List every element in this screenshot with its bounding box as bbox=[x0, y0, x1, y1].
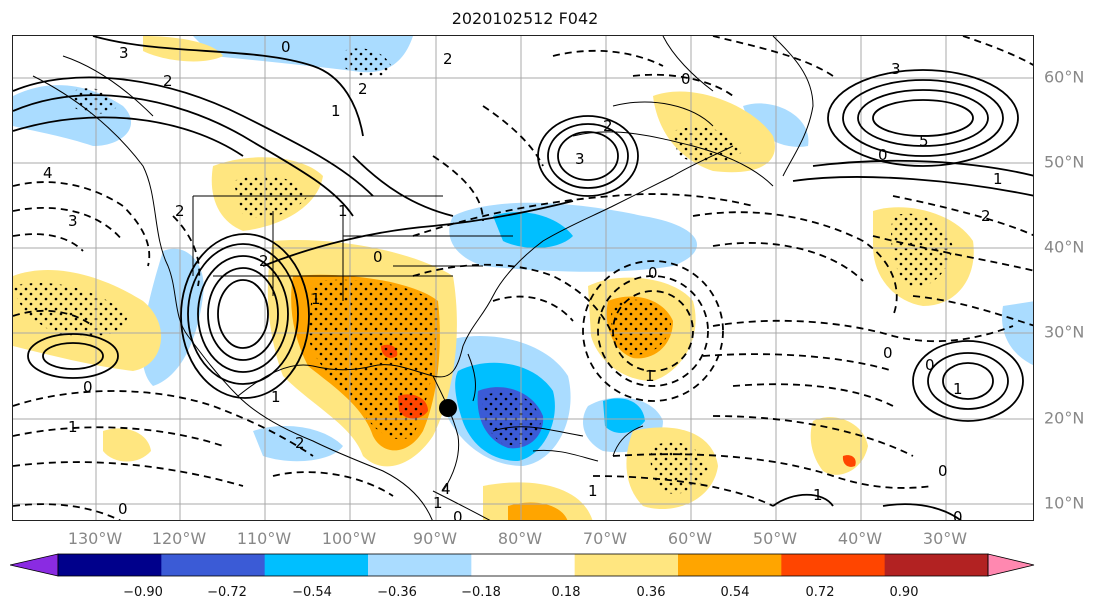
contour-label: 2 bbox=[981, 207, 991, 225]
contour-label: 1 bbox=[338, 202, 348, 220]
contour-label: 0 bbox=[878, 146, 888, 164]
contour-label: 0 bbox=[648, 264, 658, 282]
colorbar-cell bbox=[678, 554, 782, 576]
lat-label: 60°N bbox=[1044, 67, 1085, 87]
contour-label: 1 bbox=[271, 388, 281, 406]
contour-label: 0 bbox=[83, 378, 93, 396]
contour-label: 0 bbox=[925, 356, 935, 374]
anomaly-area-negative-moderate bbox=[493, 212, 573, 248]
lon-label: 100°W bbox=[321, 529, 377, 548]
anomaly-area-negative-weak bbox=[13, 85, 132, 146]
contour-label: 0 bbox=[281, 38, 291, 56]
significance-stippling bbox=[13, 48, 953, 494]
contour-label: 3 bbox=[68, 212, 78, 230]
coastlines-and-borders bbox=[32, 36, 814, 520]
colorbar-cells bbox=[10, 553, 1035, 577]
colorbar-cell bbox=[264, 554, 369, 576]
contour-label: 5 bbox=[919, 132, 929, 150]
contour-label: 1 bbox=[813, 486, 823, 504]
contour-label: 4 bbox=[43, 164, 53, 182]
colorbar-cell bbox=[574, 554, 679, 576]
lon-label: 50°W bbox=[752, 529, 798, 548]
contour-label: 0 bbox=[373, 248, 383, 266]
lon-label: 30°W bbox=[922, 529, 968, 548]
colorbar-extend-left bbox=[10, 553, 59, 577]
colorbar bbox=[10, 553, 1035, 577]
contour-label: 2 bbox=[603, 117, 613, 135]
anomaly-area-positive-weak bbox=[103, 428, 151, 462]
colorbar-tick-label: −0.90 bbox=[123, 585, 163, 600]
contour-label-layer: 3 2 0 2 1 2 0 3 2 3 5 0 1 2 4 3 2 1 2 1 … bbox=[43, 38, 1003, 521]
anomaly-area-negative-weak bbox=[253, 426, 343, 462]
lon-label: 60°W bbox=[667, 529, 713, 548]
colorbar-tick-label: −0.54 bbox=[292, 585, 332, 600]
colorbar-cell bbox=[161, 554, 266, 576]
contour-label: 0 bbox=[883, 344, 893, 362]
map-panel: 3 2 0 2 1 2 0 3 2 3 5 0 1 2 4 3 2 1 2 1 … bbox=[12, 35, 1034, 521]
lon-label: 120°W bbox=[151, 529, 207, 548]
contour-label: 0 bbox=[681, 70, 691, 88]
contour-label: 2 bbox=[175, 202, 185, 220]
contour-label: 1 bbox=[993, 170, 1003, 188]
contour-label: 4 bbox=[441, 480, 451, 498]
colorbar-tick-label: 0.90 bbox=[889, 585, 919, 600]
colorbar-cell bbox=[368, 554, 472, 576]
colorbar-cell bbox=[58, 554, 162, 576]
colorbar-cell bbox=[471, 554, 576, 576]
colorbar-cell bbox=[884, 554, 989, 576]
contour-label: 1 bbox=[588, 482, 598, 500]
contour-label: 1 bbox=[953, 380, 963, 398]
colorbar-tick-label: 0.72 bbox=[805, 585, 835, 600]
anomaly-area-positive-moderate bbox=[508, 502, 568, 520]
colorbar-cell bbox=[781, 554, 886, 576]
lon-label: 70°W bbox=[582, 529, 628, 548]
lat-label: 10°N bbox=[1044, 493, 1085, 513]
colorbar-tick-label: 0.36 bbox=[636, 585, 666, 600]
positive-contours bbox=[13, 36, 1033, 520]
lon-label: 40°W bbox=[837, 529, 883, 548]
contour-label: 2 bbox=[358, 80, 368, 98]
anomaly-area-negative-moderate bbox=[603, 398, 645, 433]
contour-label: 1 bbox=[331, 102, 341, 120]
lon-label: 110°W bbox=[236, 529, 292, 548]
lon-label: 90°W bbox=[412, 529, 458, 548]
contour-label: 1 bbox=[645, 367, 655, 385]
colorbar-outline bbox=[57, 553, 989, 577]
contour-label: 2 bbox=[259, 252, 269, 270]
negative-contours bbox=[13, 36, 1033, 520]
colorbar-tick-label: 0.18 bbox=[551, 585, 581, 600]
contour-label: 3 bbox=[891, 60, 901, 78]
contour-label: 1 bbox=[433, 494, 443, 512]
contour-label: 1 bbox=[311, 290, 321, 308]
contour-label: 0 bbox=[953, 508, 963, 521]
contour-label: 3 bbox=[119, 44, 129, 62]
anomaly-area-positive-weak bbox=[810, 417, 868, 475]
colorbar-tick-label: −0.18 bbox=[461, 585, 501, 600]
map-canvas: 3 2 0 2 1 2 0 3 2 3 5 0 1 2 4 3 2 1 2 1 … bbox=[13, 36, 1033, 521]
lon-label: 80°W bbox=[497, 529, 543, 548]
contour-label: 2 bbox=[295, 434, 305, 452]
map-title: 2020102512 F042 bbox=[451, 9, 599, 28]
colorbar-tick-label: −0.36 bbox=[377, 585, 417, 600]
colorbar-tick-label: 0.54 bbox=[720, 585, 750, 600]
lat-label: 30°N bbox=[1044, 322, 1085, 342]
contour-label: 2 bbox=[163, 72, 173, 90]
contour-label: 0 bbox=[453, 508, 463, 521]
contour-label: 0 bbox=[938, 462, 948, 480]
colorbar-tick-label: −0.72 bbox=[207, 585, 247, 600]
contour-label: 2 bbox=[443, 50, 453, 68]
anomaly-area-positive-strong bbox=[842, 455, 856, 467]
storm-center-marker-icon bbox=[439, 399, 457, 417]
lat-label: 20°N bbox=[1044, 408, 1085, 428]
lat-label: 40°N bbox=[1044, 237, 1085, 257]
colorbar-extend-right bbox=[987, 553, 1035, 577]
lon-label: 130°W bbox=[67, 529, 123, 548]
contour-label: 1 bbox=[68, 418, 78, 436]
contour-label: 3 bbox=[575, 150, 585, 168]
lat-label: 50°N bbox=[1044, 152, 1085, 172]
contour-label: 0 bbox=[118, 500, 128, 518]
